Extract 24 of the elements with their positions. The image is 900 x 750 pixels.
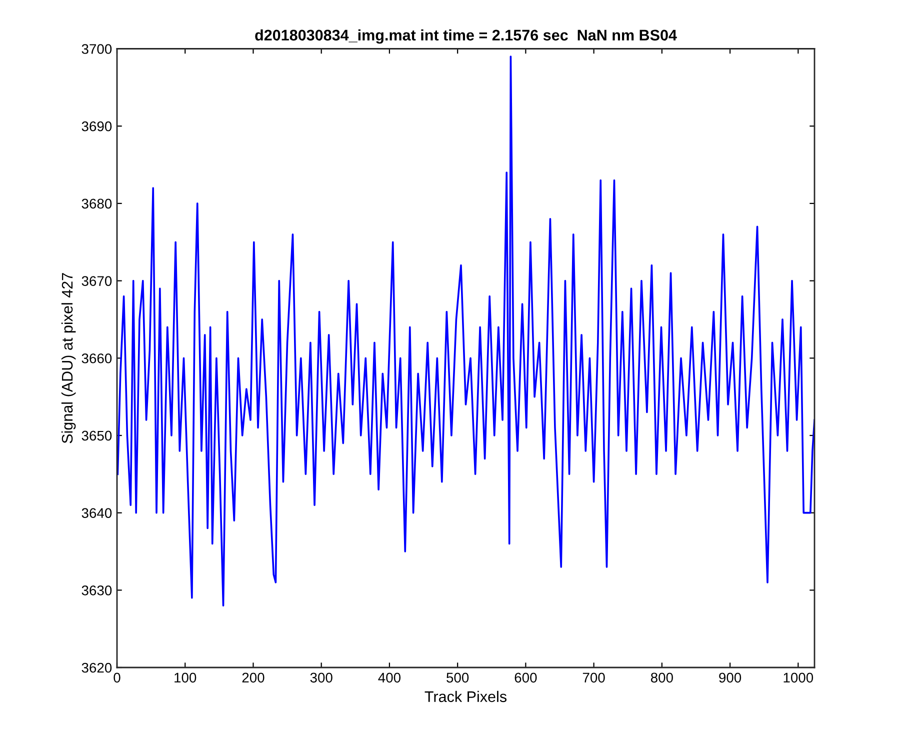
x-tick-label: 800	[650, 672, 673, 683]
x-tick-label: 400	[378, 672, 401, 683]
x-tick-label: 600	[514, 672, 537, 683]
y-tick-label: 3680	[82, 198, 112, 209]
y-tick-label: 3620	[82, 662, 112, 673]
y-tick-label: 3690	[82, 121, 112, 132]
x-tick-label: 700	[582, 672, 605, 683]
y-axis-title: Signal (ADU) at pixel 427	[61, 273, 76, 444]
x-tick-label: 200	[242, 672, 264, 683]
line-series	[117, 56, 814, 607]
y-tick-label: 3640	[82, 508, 112, 518]
y-tick-label: 3660	[82, 353, 112, 364]
y-tick-label: 3700	[82, 44, 112, 54]
x-tick-label: 900	[719, 672, 742, 683]
x-tick-label: 500	[446, 672, 469, 683]
x-tick-label: 0	[114, 672, 120, 683]
x-tick-label: 300	[310, 672, 332, 683]
x-axis-title: Track Pixels	[424, 690, 507, 702]
y-tick-label: 3670	[82, 276, 112, 286]
chart-title: d2018030834_img.mat int time = 2.1576 sec NaN nm BS04	[255, 29, 677, 44]
x-tick-label: 1000	[784, 672, 814, 683]
y-tick-label: 3650	[82, 430, 112, 441]
y-tick-label: 3630	[82, 585, 112, 596]
x-tick-label: 100	[174, 672, 196, 683]
